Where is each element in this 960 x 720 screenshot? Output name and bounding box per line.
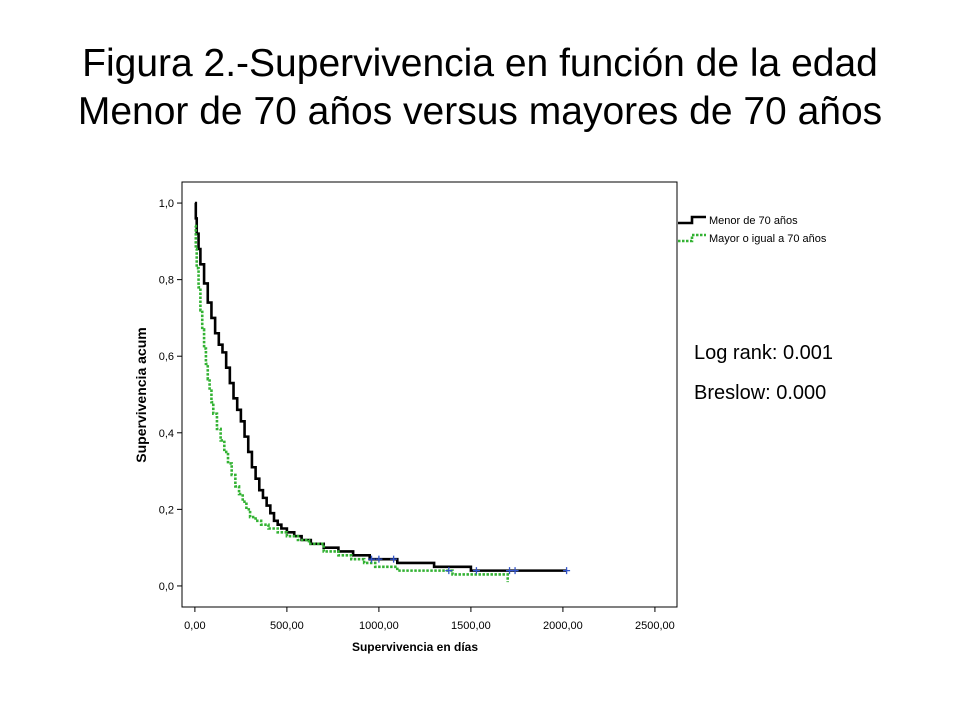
y-axis: 0,0 0,2 0,4 0,6 0,8 1,0: [159, 198, 182, 593]
breslow-text: Breslow: 0.000: [694, 382, 827, 404]
legend-swatch: [678, 233, 706, 243]
stats-box: Log rank: 0.001 Breslow: 0.000: [694, 340, 833, 420]
censor-mark: [472, 567, 480, 575]
y-tick-label: 0,8: [159, 275, 174, 287]
log-rank-text: Log rank: 0.001: [694, 342, 833, 364]
censor-mark: [511, 567, 519, 575]
censor-mark: [390, 555, 398, 563]
legend-item: Menor de 70 años: [678, 215, 798, 227]
x-axis-label: Supervivencia en días: [352, 640, 478, 654]
x-tick-label: 500,00: [270, 620, 304, 632]
y-tick-label: 1,0: [159, 198, 174, 210]
title-line-1: Figura 2.-Supervivencia en función de la…: [82, 42, 878, 85]
y-axis-label: Supervivencia acum: [133, 327, 149, 462]
x-tick-label: 1500,00: [451, 620, 491, 632]
y-tick-label: 0,6: [159, 351, 174, 363]
title-line-2: Menor de 70 años versus mayores de 70 añ…: [77, 90, 883, 133]
censor-mark: [375, 555, 383, 563]
censor-mark: [368, 555, 376, 563]
legend: Menor de 70 años Mayor o igual a 70 años: [678, 215, 827, 245]
x-tick-label: 1000,00: [359, 620, 399, 632]
x-tick-label: 2500,00: [635, 620, 675, 632]
y-tick-label: 0,4: [159, 428, 174, 440]
censor-layer: [368, 555, 571, 575]
x-tick-label: 2000,00: [543, 620, 583, 632]
y-tick-label: 0,2: [159, 504, 174, 516]
series-line-mayor-70: [194, 224, 510, 583]
legend-label: Menor de 70 años: [709, 215, 798, 227]
legend-label: Mayor o igual a 70 años: [709, 233, 827, 245]
censor-mark: [563, 567, 571, 575]
legend-item: Mayor o igual a 70 años: [678, 233, 827, 245]
legend-swatch: [678, 215, 706, 225]
x-axis: 0,00 500,00 1000,00 1500,00 2000,00 2500,00: [184, 607, 675, 632]
censor-mark: [445, 567, 453, 575]
slide-title: Figura 2.-Supervivencia en función de la…: [0, 40, 960, 136]
plot-area: [181, 181, 678, 608]
y-tick-label: 0,0: [159, 581, 174, 593]
x-tick-label: 0,00: [184, 620, 205, 632]
